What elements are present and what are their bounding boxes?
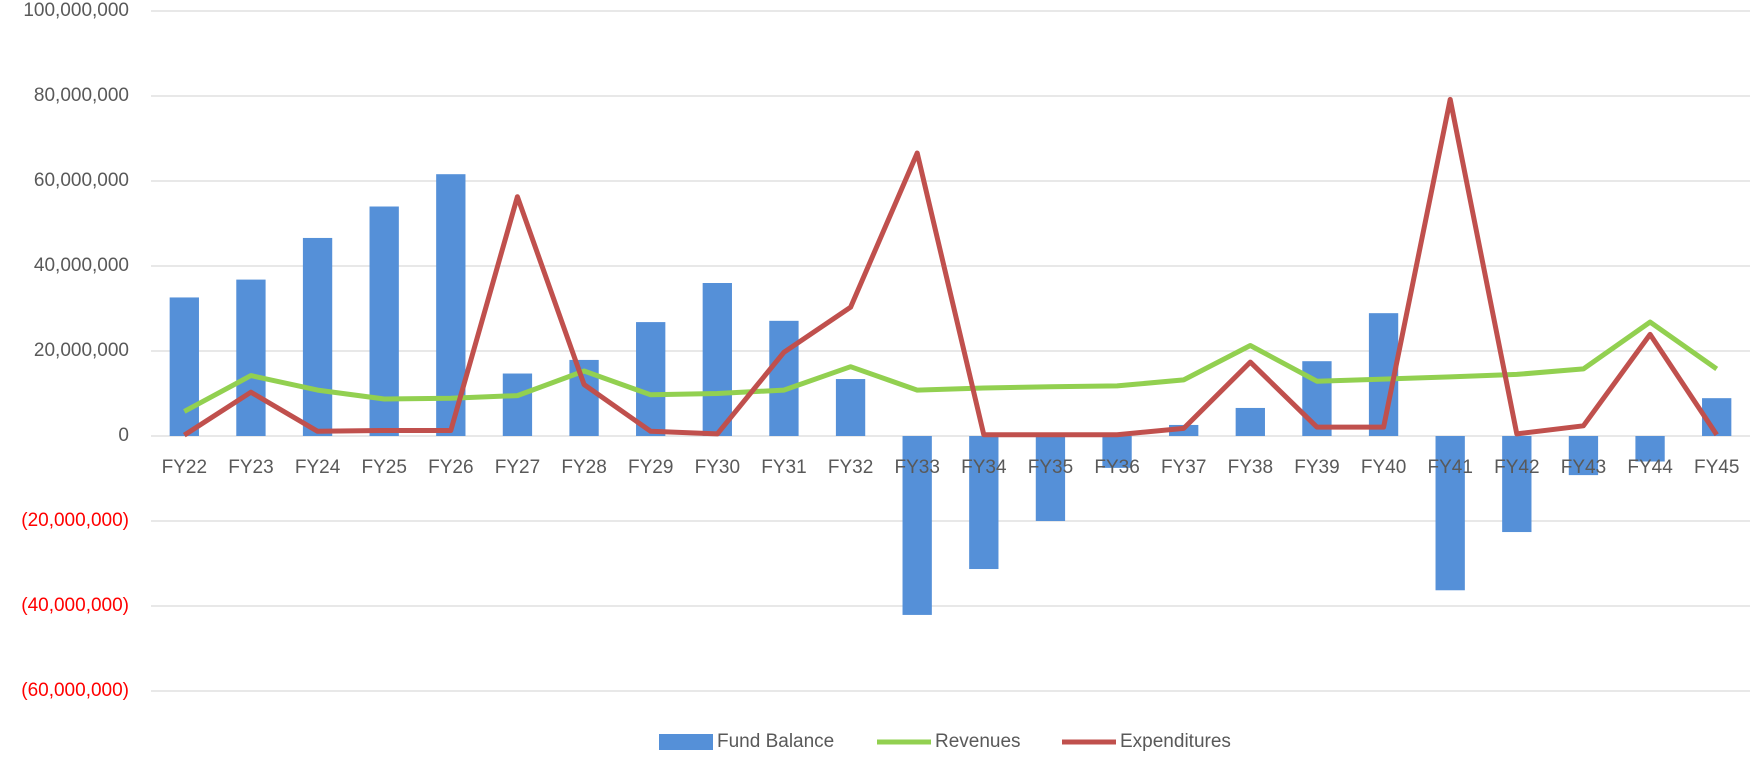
- line: [182, 96, 1719, 438]
- bar: [1235, 407, 1265, 436]
- x-tick-label: FY26: [428, 457, 473, 478]
- y-tick-label: 80,000,000: [34, 85, 129, 106]
- legend-item: Fund Balance: [659, 731, 834, 752]
- x-tick-label: FY45: [1694, 457, 1739, 478]
- x-tick-label: FY34: [961, 457, 1007, 478]
- x-tick-label: FY38: [1228, 457, 1273, 478]
- y-tick-label: 0: [118, 425, 129, 446]
- x-tick-label: FY31: [761, 457, 806, 478]
- bar: [969, 436, 999, 570]
- legend-item: Expenditures: [1062, 731, 1231, 752]
- y-tick-label: 20,000,000: [34, 340, 129, 361]
- bar: [236, 279, 266, 436]
- bar: [502, 373, 533, 436]
- y-tick-label: (20,000,000): [21, 510, 129, 531]
- x-tick-label: FY25: [361, 457, 406, 478]
- x-tick-label: FY42: [1494, 457, 1539, 478]
- x-tick-label: FY37: [1161, 457, 1206, 478]
- bar: [636, 322, 666, 436]
- x-tick-label: FY29: [628, 457, 673, 478]
- x-tick-label: FY35: [1028, 457, 1073, 478]
- y-tick-label: 60,000,000: [34, 170, 129, 191]
- x-tick-label: FY44: [1627, 457, 1673, 478]
- bar: [169, 297, 199, 436]
- bar: [1035, 436, 1066, 521]
- bar: [835, 379, 866, 436]
- bar: [1102, 436, 1132, 468]
- x-tick-label: FY22: [162, 457, 207, 478]
- legend-label: Fund Balance: [717, 731, 834, 752]
- x-tick-label: FY39: [1294, 457, 1339, 478]
- x-tick-label: FY41: [1427, 457, 1472, 478]
- x-tick-label: FY33: [894, 457, 939, 478]
- bar: [902, 436, 932, 615]
- bar: [1568, 436, 1599, 476]
- legend-label: Revenues: [935, 731, 1021, 752]
- y-tick-label: (40,000,000): [21, 595, 129, 616]
- x-tick-label: FY40: [1361, 457, 1406, 478]
- x-tick-label: FY43: [1561, 457, 1606, 478]
- x-tick-label: FY30: [695, 457, 740, 478]
- x-tick-label: FY28: [561, 457, 606, 478]
- y-tick-label: (60,000,000): [21, 680, 129, 701]
- bar: [1635, 436, 1665, 462]
- bar: [1502, 436, 1532, 533]
- grid: [151, 10, 1750, 692]
- bar: [369, 206, 399, 436]
- legend-swatch: [659, 734, 713, 750]
- x-tick-label: FY32: [828, 457, 873, 478]
- y-tick-label: 100,000,000: [23, 0, 129, 21]
- legend-label: Expenditures: [1120, 731, 1231, 752]
- legend-item: Revenues: [877, 731, 1021, 752]
- bar: [769, 320, 799, 436]
- x-tick-label: FY36: [1094, 457, 1139, 478]
- x-tick-label: FY27: [495, 457, 540, 478]
- x-tick-label: FY24: [295, 457, 341, 478]
- x-tick-label: FY23: [228, 457, 273, 478]
- bar: [702, 283, 732, 436]
- bar: [302, 237, 333, 436]
- bar: [1435, 436, 1465, 591]
- y-tick-label: 40,000,000: [34, 255, 129, 276]
- line: [183, 319, 1719, 414]
